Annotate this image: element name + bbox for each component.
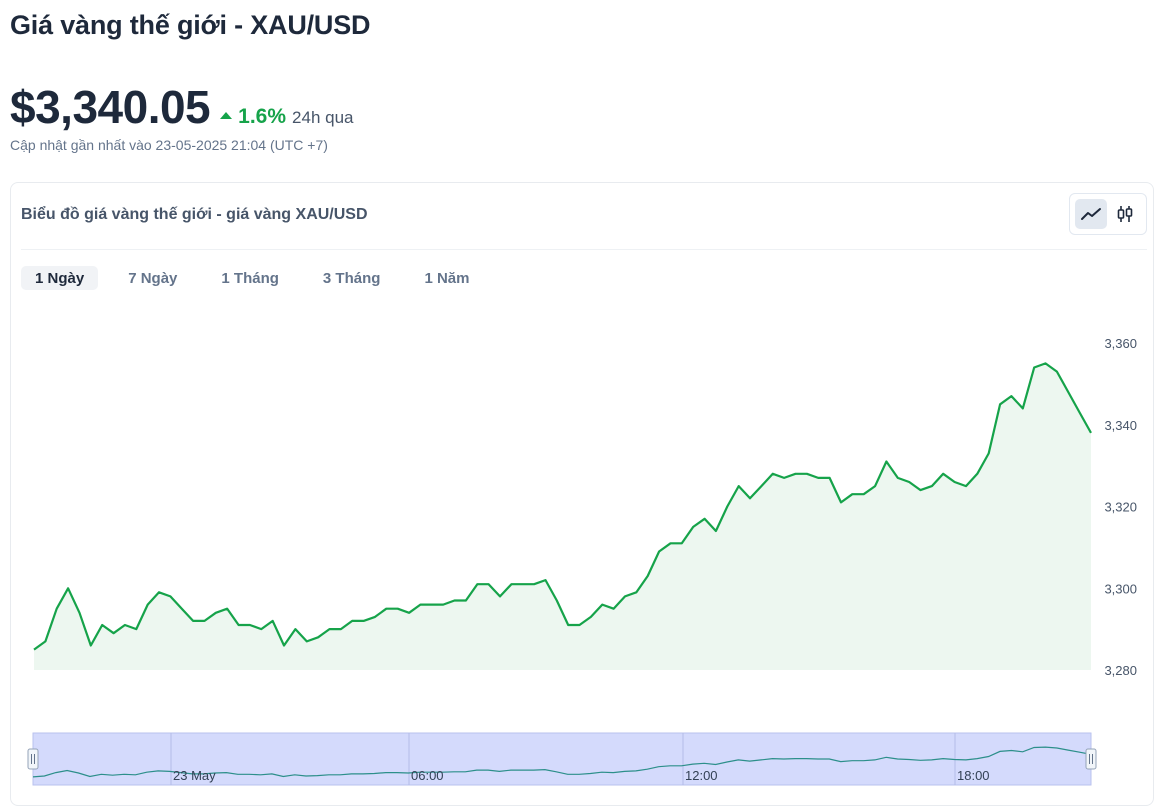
- up-arrow-icon: [220, 112, 233, 119]
- tab-1-year[interactable]: 1 Năm: [424, 269, 470, 287]
- page-title: Giá vàng thế giới - XAU/USD: [10, 10, 371, 40]
- tab-1-day[interactable]: 1 Ngày: [21, 266, 99, 290]
- y-tick-label: 3,340: [1104, 418, 1137, 433]
- tab-7-days[interactable]: 7 Ngày: [128, 269, 178, 287]
- card-divider: [21, 249, 1147, 250]
- candlestick-button[interactable]: [1109, 199, 1141, 229]
- tab-1-month[interactable]: 1 Tháng: [221, 269, 279, 287]
- navigator-left-handle[interactable]: [27, 748, 39, 770]
- current-price: $3,340.05: [10, 81, 211, 133]
- navigator-label: 06:00: [411, 768, 444, 783]
- last-updated: Cập nhật gần nhất vào 23-05-2025 21:04 (…: [10, 137, 328, 153]
- line-chart-icon: [1081, 208, 1101, 220]
- candlestick-icon: [1117, 206, 1133, 222]
- price-area: [34, 363, 1091, 670]
- change-period: 24h qua: [292, 108, 354, 127]
- price-chart[interactable]: 3,280 3,300 3,320 3,340 3,360 23 May 06:00 12:0…: [11, 183, 1155, 807]
- tab-3-months[interactable]: 3 Tháng: [322, 269, 381, 287]
- y-tick-label: 3,300: [1104, 581, 1137, 596]
- navigator-right-handle[interactable]: [1085, 748, 1097, 770]
- change-percent: 1.6%: [238, 105, 287, 128]
- navigator-label: 23 May: [173, 768, 216, 783]
- chart-card: Biểu đồ giá vàng thế giới - giá vàng XAU…: [10, 182, 1154, 806]
- navigator-label: 18:00: [957, 768, 990, 783]
- chart-type-switch: [1069, 193, 1147, 235]
- navigator-window: [32, 732, 1092, 786]
- y-tick-label: 3,320: [1104, 500, 1137, 515]
- navigator-line: [32, 746, 1092, 778]
- navigator-label: 12:00: [685, 768, 718, 783]
- chart-card-title: Biểu đồ giá vàng thế giới - giá vàng XAU…: [21, 206, 368, 223]
- line-chart-button[interactable]: [1075, 199, 1107, 229]
- price-row: $3,340.05 1.6% 24h qua: [10, 80, 353, 134]
- range-tabs: 1 Ngày 7 Ngày 1 Tháng 3 Tháng 1 Năm: [21, 266, 499, 290]
- price-line: [33, 362, 1092, 651]
- y-tick-label: 3,360: [1104, 336, 1137, 351]
- y-tick-label: 3,280: [1104, 663, 1137, 678]
- price-change: 1.6% 24h qua: [220, 105, 353, 129]
